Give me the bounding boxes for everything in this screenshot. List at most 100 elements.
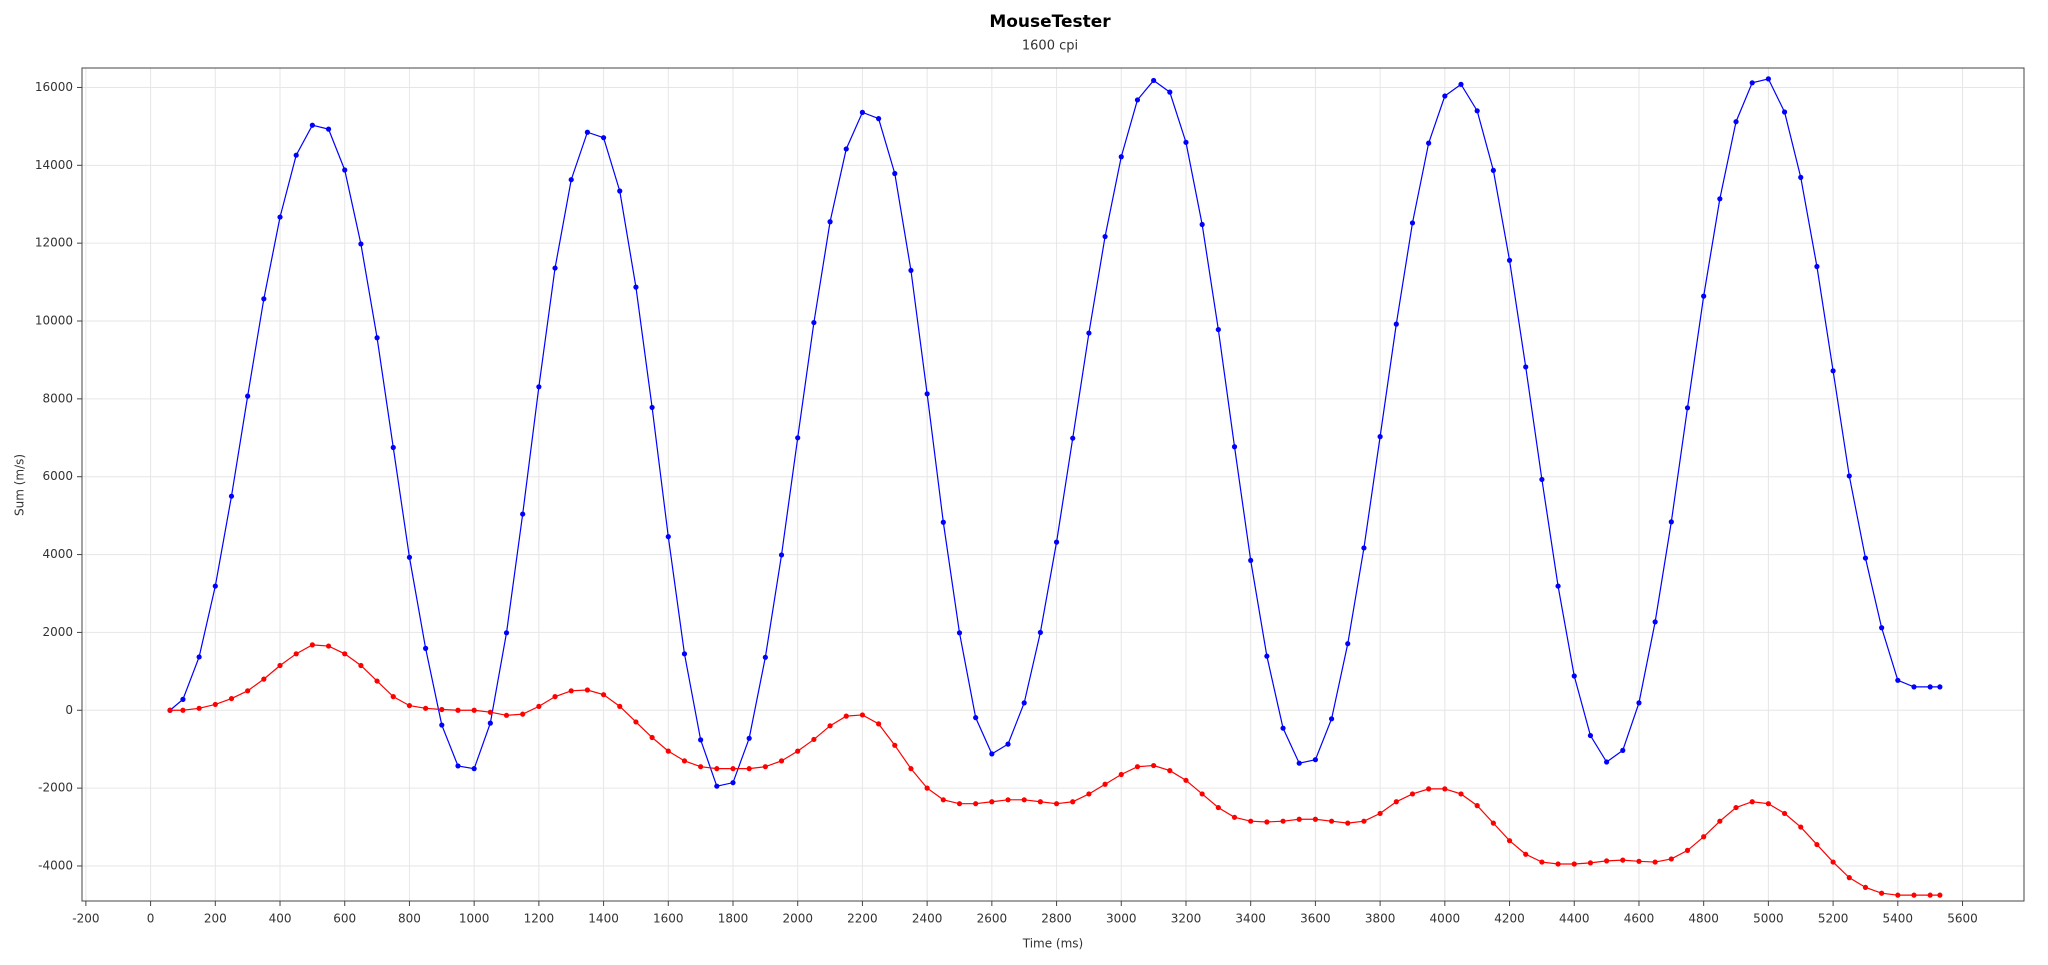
data-point xyxy=(1636,700,1642,706)
x-tick-label: 2000 xyxy=(782,912,813,926)
data-point xyxy=(843,146,849,152)
data-point xyxy=(778,758,785,764)
data-point xyxy=(390,444,396,451)
data-point xyxy=(892,742,898,748)
grid xyxy=(77,68,2024,906)
data-point xyxy=(859,712,866,718)
data-point xyxy=(1409,791,1416,797)
data-point xyxy=(1862,884,1869,890)
data-point xyxy=(924,785,930,791)
data-point xyxy=(196,705,202,711)
data-point xyxy=(1328,818,1335,824)
x-tick-label: 4400 xyxy=(1559,912,1590,926)
data-point xyxy=(1523,364,1529,370)
data-point xyxy=(989,751,995,757)
data-point xyxy=(1021,797,1027,803)
x-tick-label: 4800 xyxy=(1688,912,1719,926)
data-point xyxy=(1264,653,1270,659)
data-point xyxy=(1361,818,1367,824)
data-point xyxy=(1474,803,1480,809)
data-point xyxy=(1733,119,1739,125)
x-tick-label: 1800 xyxy=(718,912,749,926)
data-point xyxy=(471,707,477,713)
data-point xyxy=(1312,757,1319,763)
data-point xyxy=(1652,859,1658,865)
data-point xyxy=(1555,861,1561,867)
data-point xyxy=(342,651,348,657)
data-point xyxy=(293,152,299,158)
data-point xyxy=(1668,856,1674,862)
data-point xyxy=(762,764,768,770)
data-point xyxy=(374,678,380,684)
data-point xyxy=(423,705,429,711)
data-point xyxy=(1701,293,1707,299)
data-point xyxy=(1118,154,1124,160)
x-tick-label: 2600 xyxy=(977,912,1008,926)
data-point xyxy=(778,552,785,558)
data-point xyxy=(423,645,429,651)
data-point xyxy=(1037,629,1043,636)
data-point xyxy=(956,630,963,636)
data-point xyxy=(1037,799,1043,805)
data-point xyxy=(1927,684,1933,690)
data-point xyxy=(1587,732,1594,739)
data-point xyxy=(1312,816,1319,822)
data-point xyxy=(973,715,979,721)
data-point xyxy=(1911,892,1917,898)
data-point xyxy=(989,799,995,805)
y-tick-label: 12000 xyxy=(35,236,73,250)
data-point xyxy=(261,296,267,302)
data-point xyxy=(1070,435,1076,441)
chart-subtitle: 1600 cpi xyxy=(1022,39,1078,54)
data-point xyxy=(552,265,558,271)
x-tick-label: 4600 xyxy=(1624,912,1655,926)
data-point xyxy=(681,758,688,764)
data-point xyxy=(406,702,413,709)
data-point xyxy=(1587,860,1594,866)
data-point xyxy=(584,129,590,135)
data-point xyxy=(908,766,914,772)
data-point xyxy=(325,126,332,132)
x-tick-label: 400 xyxy=(269,912,292,926)
data-point xyxy=(1717,196,1723,202)
data-point xyxy=(1781,810,1788,817)
data-point xyxy=(245,688,251,694)
data-point xyxy=(1134,97,1141,103)
y-tick-label: 4000 xyxy=(42,547,73,561)
data-point xyxy=(1879,890,1885,896)
data-point xyxy=(698,737,704,743)
data-point xyxy=(1167,89,1173,95)
data-point xyxy=(1345,820,1351,826)
data-point xyxy=(617,703,623,709)
data-point xyxy=(1458,81,1464,87)
data-point xyxy=(1620,747,1626,753)
data-point xyxy=(1539,859,1545,865)
data-point xyxy=(1426,140,1432,146)
data-point xyxy=(1248,557,1254,564)
data-point xyxy=(390,694,396,700)
data-point xyxy=(1296,816,1302,822)
data-point xyxy=(1199,221,1205,228)
data-point xyxy=(1086,791,1092,797)
data-point xyxy=(1264,819,1270,825)
y-tick-label: 16000 xyxy=(35,80,73,94)
chart-title: MouseTester xyxy=(989,12,1111,32)
x-tick-label: 800 xyxy=(398,912,421,926)
data-point xyxy=(1846,875,1852,881)
data-point xyxy=(1183,139,1189,145)
data-point xyxy=(1442,93,1448,99)
data-point xyxy=(167,707,173,713)
data-point xyxy=(406,554,413,560)
data-point xyxy=(228,493,235,499)
x-tick-label: -200 xyxy=(72,912,99,926)
x-tick-label: 3200 xyxy=(1171,912,1202,926)
data-point xyxy=(1377,810,1383,817)
data-point xyxy=(358,241,364,247)
data-point xyxy=(795,435,801,441)
data-point xyxy=(633,719,639,725)
data-point xyxy=(1523,851,1529,857)
data-point xyxy=(261,676,267,682)
data-point xyxy=(876,721,882,727)
x-tick-label: 3600 xyxy=(1300,912,1331,926)
x-tick-label: 5200 xyxy=(1818,912,1849,926)
